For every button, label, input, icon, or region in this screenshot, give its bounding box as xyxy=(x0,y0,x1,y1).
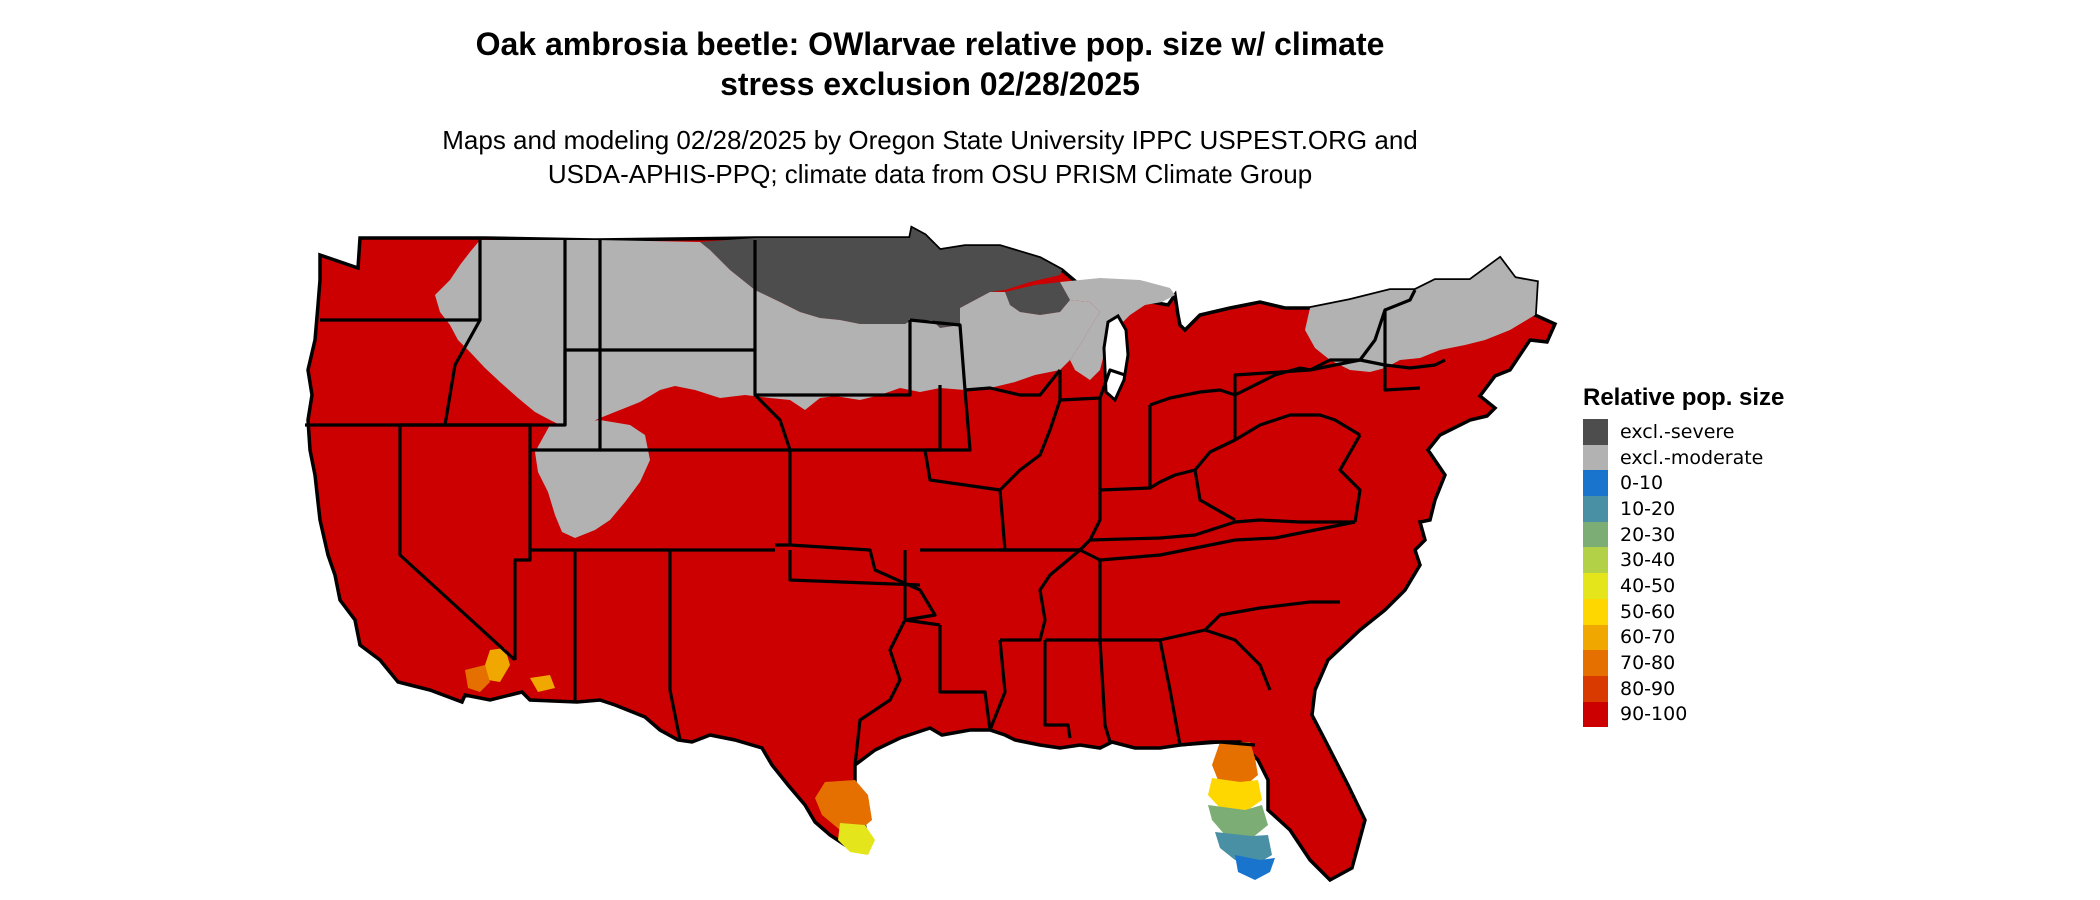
region-arizona-60-70 xyxy=(530,675,555,692)
map-title-line2: stress exclusion 02/28/2025 xyxy=(720,66,1140,102)
region-excl-severe-wisconsin xyxy=(1005,282,1070,315)
legend-swatch xyxy=(1583,419,1608,445)
region-florida-0-10 xyxy=(1235,855,1275,880)
legend-item: 40-50 xyxy=(1583,573,1784,599)
region-excl-moderate-northeast xyxy=(1305,258,1537,372)
legend-swatch xyxy=(1583,675,1608,702)
legend-swatch xyxy=(1583,650,1608,676)
region-florida-20-30 xyxy=(1208,805,1268,838)
us-map xyxy=(305,225,1558,883)
legend-label: 70-80 xyxy=(1620,652,1676,675)
legend-swatch xyxy=(1583,547,1608,574)
region-florida-10-20 xyxy=(1215,832,1272,865)
region-excl-moderate-lakes xyxy=(1060,278,1175,380)
legend-label: 20-30 xyxy=(1620,523,1676,546)
map-subtitle: Maps and modeling 02/28/2025 by Oregon S… xyxy=(0,123,1860,191)
legend-label: 40-50 xyxy=(1620,574,1676,597)
region-florida-70-80 xyxy=(1212,742,1258,790)
map-subtitle-line1: Maps and modeling 02/28/2025 by Oregon S… xyxy=(442,125,1418,155)
region-socal-70-80 xyxy=(465,665,490,692)
legend-title: Relative pop. size xyxy=(1583,384,1785,411)
legend-swatch xyxy=(1583,470,1608,497)
legend-items: excl.-severe excl.-moderate 0-10 10-20 20-30… xyxy=(1583,419,1784,728)
region-texas-40-50 xyxy=(838,823,875,855)
legend-item: excl.-moderate xyxy=(1583,444,1784,471)
legend-label: excl.-severe xyxy=(1620,420,1735,443)
map-title-line1: Oak ambrosia beetle: OWlarvae relative p… xyxy=(475,26,1385,62)
legend-item: 80-90 xyxy=(1583,675,1784,702)
map-subtitle-line2: USDA-APHIS-PPQ; climate data from OSU PR… xyxy=(547,159,1313,189)
legend-swatch xyxy=(1583,598,1608,625)
legend-item: excl.-severe xyxy=(1583,419,1784,445)
legend-swatch xyxy=(1583,521,1608,548)
map-title: Oak ambrosia beetle: OWlarvae relative p… xyxy=(0,24,1860,104)
legend-item: 50-60 xyxy=(1583,598,1784,625)
legend-item: 10-20 xyxy=(1583,496,1784,522)
legend-swatch xyxy=(1583,573,1608,599)
legend-label: 60-70 xyxy=(1620,626,1676,649)
legend-item: 30-40 xyxy=(1583,547,1784,574)
legend-swatch xyxy=(1583,444,1608,471)
legend-label: 90-100 xyxy=(1620,703,1688,726)
legend-label: excl.-moderate xyxy=(1620,446,1764,469)
region-socal-60-70 xyxy=(485,648,510,682)
map-legend: Relative pop. size excl.-severe excl.-mod… xyxy=(1583,383,1785,728)
region-florida-50-60 xyxy=(1208,778,1262,812)
legend-item: 90-100 xyxy=(1583,701,1784,728)
legend-item: 0-10 xyxy=(1583,470,1784,497)
legend-item: 20-30 xyxy=(1583,521,1784,548)
legend-item: 70-80 xyxy=(1583,650,1784,676)
legend-swatch xyxy=(1583,701,1608,728)
legend-swatch xyxy=(1583,624,1608,651)
legend-label: 30-40 xyxy=(1620,549,1676,572)
lake-michigan xyxy=(1102,313,1130,403)
state-borders xyxy=(305,238,1446,766)
legend-label: 10-20 xyxy=(1620,497,1676,520)
legend-label: 80-90 xyxy=(1620,677,1676,700)
region-excl-severe-north xyxy=(700,228,1062,328)
legend-item: 60-70 xyxy=(1583,624,1784,651)
legend-swatch xyxy=(1583,496,1608,522)
legend-label: 50-60 xyxy=(1620,600,1676,623)
legend-label: 0-10 xyxy=(1620,472,1664,495)
region-texas-70-80 xyxy=(815,780,872,830)
